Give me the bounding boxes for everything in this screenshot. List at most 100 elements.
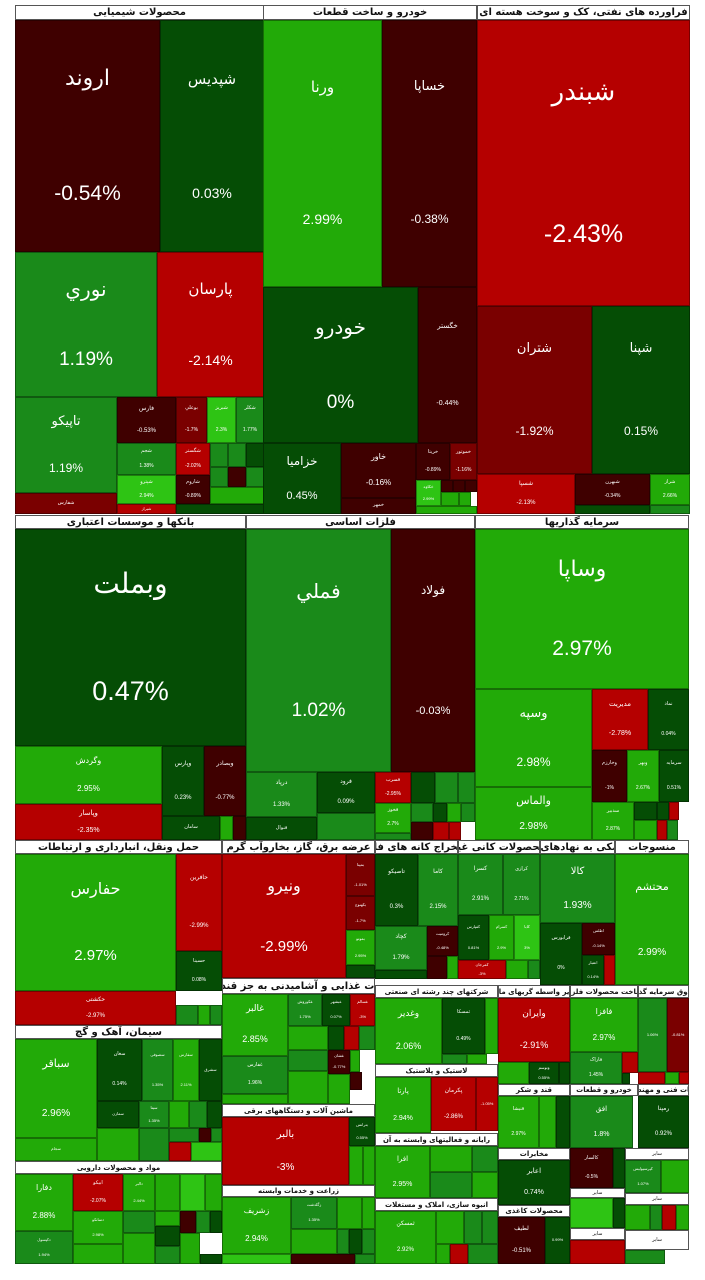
stock-tile[interactable] [472,1146,498,1172]
stock-tile[interactable]: شاروم -0.89% [176,475,210,504]
sector-header[interactable]: سیمان، آهک و گچ [15,1025,222,1039]
stock-tile[interactable] [662,1205,676,1230]
stock-tile[interactable]: افق 1.8% [570,1096,633,1148]
stock-tile[interactable]: نوري 1.19% [15,252,157,397]
stock-tile[interactable] [198,1005,210,1025]
stock-tile[interactable] [667,820,678,840]
stock-tile[interactable] [411,822,433,840]
sector-header[interactable]: سایر [625,1230,689,1250]
stock-tile[interactable]: شبهرن -0.34% [575,474,650,505]
sector-header[interactable]: سایر [570,1188,625,1198]
stock-tile[interactable] [328,1026,344,1050]
stock-tile[interactable] [350,1050,360,1072]
stock-tile[interactable] [467,1054,487,1064]
sector-header[interactable]: محصولات کاغذی [498,1205,570,1217]
stock-tile[interactable]: خمهر [341,498,416,514]
stock-tile[interactable] [363,1146,375,1185]
stock-tile[interactable]: بکهنوج -1.7% [346,896,375,930]
stock-tile[interactable]: تاپیکو 1.19% [15,397,117,493]
stock-tile[interactable] [211,1128,222,1142]
stock-tile[interactable] [657,820,667,840]
stock-tile[interactable] [485,998,498,1054]
stock-tile[interactable] [359,1026,375,1050]
stock-tile[interactable] [453,480,465,492]
stock-tile[interactable] [222,1254,291,1264]
sector-header[interactable]: سایر واسطه گریهای مالی [498,985,570,998]
stock-tile[interactable] [291,1229,337,1254]
stock-tile[interactable] [180,1233,200,1264]
stock-tile[interactable] [246,467,264,487]
stock-tile[interactable] [210,1211,222,1233]
stock-tile[interactable] [622,1052,638,1073]
stock-tile[interactable]: غسالم -3% [350,994,375,1026]
sector-header[interactable]: فراورده های نفتی، کک و سوخت هسته ای [477,5,690,20]
stock-tile[interactable]: مدیریت -2.78% [592,689,648,750]
stock-tile[interactable] [472,1172,498,1198]
stock-tile[interactable]: فملي 1.02% [246,529,391,772]
stock-tile[interactable] [350,1072,362,1090]
stock-tile[interactable]: سجام [15,1138,97,1161]
stock-tile[interactable] [73,1244,123,1264]
stock-tile[interactable] [346,965,375,978]
stock-tile[interactable] [189,1101,207,1128]
stock-tile[interactable]: محتشم 2.99% [615,854,689,985]
stock-tile[interactable] [375,970,427,979]
stock-tile[interactable]: دفارا 2.88% [15,1174,73,1231]
stock-tile[interactable]: کمرجان -3% [458,960,506,979]
stock-tile[interactable] [317,813,375,840]
stock-tile[interactable]: کالا 1.93% [540,854,615,923]
stock-tile[interactable] [679,1072,689,1084]
stock-tile[interactable] [180,1174,205,1211]
stock-tile[interactable]: لطیف -0.51% [498,1217,545,1264]
stock-tile[interactable] [657,802,669,820]
stock-tile[interactable] [528,960,540,979]
stock-tile[interactable]: شبندر -2.43% [477,20,690,306]
sector-header[interactable]: سایر محصولات کانی غیرفلزی [458,840,540,854]
stock-tile[interactable] [344,1026,359,1050]
sector-header[interactable]: مخابرات [498,1148,570,1160]
sector-header[interactable]: رایانه و فعالیتهای وابسته به آن [375,1133,498,1146]
sector-header[interactable]: سرمایه گذاریها [475,515,689,529]
stock-tile[interactable]: کالسار -0.5% [570,1148,613,1188]
stock-tile[interactable] [337,1229,349,1254]
stock-tile[interactable]: وبهر 2.67% [627,750,659,802]
stock-tile[interactable] [416,506,477,514]
stock-tile[interactable] [210,467,228,487]
stock-tile[interactable] [180,1211,196,1233]
stock-tile[interactable]: اروند -0.54% [15,20,160,252]
stock-tile[interactable]: شسپا -2.13% [477,474,575,514]
stock-tile[interactable]: وسپه 2.98% [475,689,592,787]
stock-tile[interactable] [442,1054,467,1064]
stock-tile[interactable] [433,803,447,822]
stock-tile[interactable] [430,1172,472,1198]
stock-tile[interactable] [482,1211,498,1244]
stock-tile[interactable]: کسرا 2.91% [458,854,503,915]
stock-tile[interactable]: وپارس 0.23% [162,746,204,816]
sector-header[interactable]: ساخت محصولات فلزی [570,985,638,998]
stock-tile[interactable]: سامان [162,816,220,840]
stock-tile[interactable] [464,1211,482,1244]
stock-tile[interactable]: سیتا 1.35% [139,1101,169,1128]
stock-tile[interactable] [436,1244,450,1264]
stock-tile[interactable]: دکپسول 1.94% [15,1231,73,1264]
stock-tile[interactable] [447,956,458,979]
stock-tile[interactable]: وپاسار -2.35% [15,804,162,840]
stock-tile[interactable] [210,443,228,467]
stock-tile[interactable] [288,1026,328,1050]
stock-tile[interactable] [459,492,471,506]
stock-tile[interactable] [559,1062,570,1084]
stock-tile[interactable]: سدبیر 2.87% [592,802,634,840]
stock-tile[interactable] [665,1072,679,1084]
stock-tile[interactable] [465,480,477,492]
sector-header[interactable]: فلزات اساسی [246,515,475,529]
stock-tile[interactable] [461,803,475,822]
stock-tile[interactable]: حافرین -2.99% [176,854,222,951]
stock-tile[interactable]: بوعلي -1.7% [176,397,207,443]
stock-tile[interactable]: کسرام 2.9% [489,915,514,960]
sector-header[interactable]: قند و شکر [498,1084,570,1096]
sector-header[interactable]: خودرو و قطعات [570,1084,638,1096]
stock-tile[interactable]: سفارس 2.11% [173,1039,199,1101]
stock-tile[interactable] [458,772,475,803]
stock-tile[interactable] [176,504,264,514]
stock-tile[interactable] [570,1198,613,1228]
